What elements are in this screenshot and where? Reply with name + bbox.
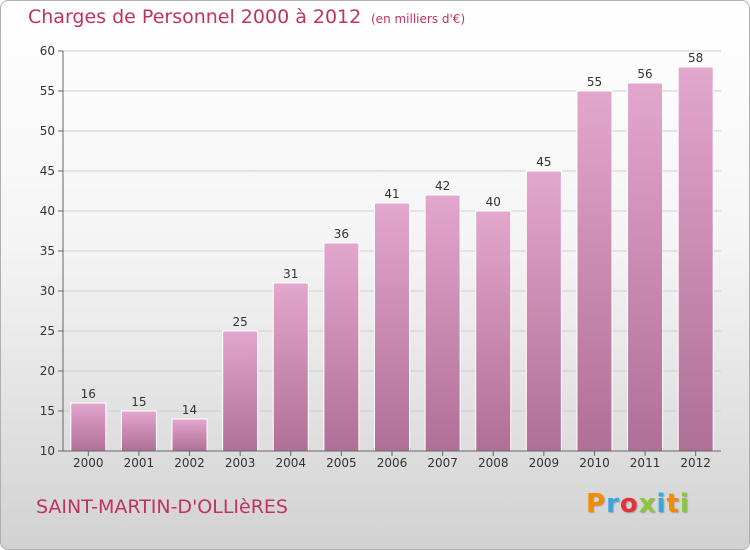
bar-2011: [627, 82, 664, 452]
x-tick-label: 2003: [225, 456, 256, 470]
bar-2006: [374, 202, 410, 452]
bar-value-label: 14: [182, 403, 197, 417]
bar-2009: [525, 170, 562, 452]
bar-value-label: 42: [435, 179, 450, 193]
bar-2008: [475, 210, 512, 452]
bar-value-label: 58: [688, 51, 703, 65]
bar-value-label: 56: [637, 67, 652, 81]
commune-name: SAINT-MARTIN-D'OLLIèRES: [36, 496, 288, 518]
proxiti-logo-letter: r: [606, 489, 620, 519]
bar-2010: [576, 90, 613, 452]
x-tick-label: 2007: [427, 456, 458, 470]
proxiti-logo-letter: i: [679, 489, 690, 519]
bar-2012: [677, 66, 714, 452]
y-tick-label: 40: [40, 204, 55, 218]
bar-2000: [70, 402, 107, 452]
proxiti-logo-letter: t: [666, 489, 680, 519]
proxiti-logo-letter: P: [586, 489, 607, 519]
bar-2002: [171, 418, 208, 452]
y-tick-label: 20: [40, 364, 55, 378]
chart-subtitle: (en milliers d'€): [371, 12, 466, 26]
y-tick-label: 15: [40, 404, 55, 418]
bar-value-label: 40: [486, 195, 501, 209]
x-tick-label: 2011: [630, 456, 661, 470]
bar-value-label: 45: [536, 155, 551, 169]
x-axis: 2000 2001 2002 2003 2004 2005 2006 2007 2008 2009…: [63, 450, 721, 470]
x-tick-label: 2005: [326, 456, 357, 470]
proxiti-logo-letter: x: [638, 489, 657, 519]
bar-value-label: 15: [131, 395, 146, 409]
y-tick-label: 45: [40, 164, 55, 178]
bar-value-label: 31: [283, 267, 298, 281]
x-tick-label: 2002: [174, 456, 205, 470]
x-tick-label: 2010: [579, 456, 610, 470]
bar-2005: [323, 242, 360, 452]
proxiti-logo: Proxiti: [586, 489, 690, 519]
bar-value-label: 36: [334, 227, 349, 241]
y-tick-label: 10: [40, 444, 55, 458]
bar-value-label: 55: [587, 75, 602, 89]
proxiti-logo-letter: o: [619, 489, 639, 519]
bar-2004: [272, 282, 309, 452]
y-tick-label: 35: [40, 244, 55, 258]
x-tick-label: 2006: [377, 456, 408, 470]
x-tick-label: 2012: [680, 456, 711, 470]
y-tick-label: 55: [40, 84, 55, 98]
bar-value-label: 16: [81, 387, 96, 401]
x-tick-label: 2009: [529, 456, 560, 470]
y-tick-label: 60: [40, 44, 55, 58]
x-tick-label: 2000: [73, 456, 104, 470]
y-tick-label: 50: [40, 124, 55, 138]
bar-value-label: 41: [384, 187, 399, 201]
proxiti-logo-letter: i: [656, 489, 667, 519]
x-tick-label: 2004: [275, 456, 306, 470]
y-tick-label: 25: [40, 324, 55, 338]
bar-2001: [120, 410, 157, 452]
bars: 16 15 14 25 31 36 41 42 40 45 55 56 58: [70, 51, 714, 452]
bar-2003: [222, 330, 259, 452]
chart-title: Charges de Personnel 2000 à 2012: [28, 6, 362, 28]
y-tick-label: 30: [40, 284, 55, 298]
y-axis: 10 15 20 25 30 35 40 45 50 55 60: [40, 44, 64, 458]
bar-value-label: 25: [233, 315, 248, 329]
x-tick-label: 2001: [124, 456, 155, 470]
bar-2007: [424, 194, 461, 452]
x-tick-label: 2008: [478, 456, 509, 470]
